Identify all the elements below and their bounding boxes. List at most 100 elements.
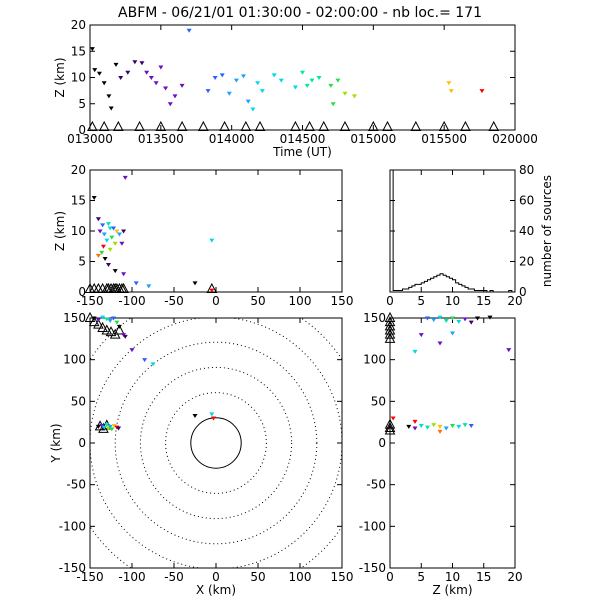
source-point [112,269,118,274]
histogram-bar [440,274,443,292]
ground-marker [384,418,396,429]
ground-marker [105,326,117,337]
source-point [431,423,437,428]
plan-y-tick-label: -100 [59,519,86,533]
ground-marker [114,324,125,335]
source-point [437,341,443,346]
source-point [437,429,443,434]
histogram-x-tick-label: 20 [507,294,522,308]
source-point [506,348,512,353]
source-point [431,318,437,323]
source-point [114,229,120,234]
source-point [330,102,336,107]
source-point [133,281,139,286]
ground-marker [438,120,450,131]
source-point [99,424,105,428]
z-y-x-tick-label: 5 [417,570,425,584]
range-ring [165,392,267,494]
source-point [300,70,305,75]
source-point [278,78,284,83]
plan-y-tick-label: 50 [71,394,86,408]
source-point [104,423,110,428]
x-height-x-tick-label: 50 [250,294,265,308]
time-height-y-tick-label: 20 [71,18,86,32]
source-point [292,85,298,90]
ground-marker [488,120,500,131]
source-point [443,319,449,323]
histogram-bar [437,275,440,292]
range-ring [114,341,318,545]
plan-y-label: Y (km) [49,423,63,463]
source-point [91,316,97,321]
time-height-axes [89,24,516,131]
time-height-y-tick-label: 10 [71,71,86,85]
source-point [210,416,216,421]
x-height-x-tick-label: -50 [164,294,184,308]
z-y-y-tick-label: 150 [363,311,386,325]
source-point [475,316,480,321]
source-point [107,424,113,429]
source-point [92,68,98,73]
source-point [479,89,485,94]
time-axis-label: Time (UT) [272,145,332,159]
source-point [104,317,110,322]
source-point [107,226,113,231]
plan-x-tick-label: -50 [164,570,184,584]
source-point [113,62,119,67]
plan-x-tick-label: 100 [289,570,312,584]
source-point [107,319,113,323]
histogram-bar [431,278,434,292]
source-point [328,83,334,88]
x-height-y-label: Z (km) [53,211,67,251]
histogram-y-tick-label: 40 [519,224,534,238]
range-ring [90,318,342,568]
histogram-y-label: number of sources [540,175,554,287]
ground-marker [460,120,471,131]
x-height-axes [89,169,343,293]
source-point [95,424,101,429]
source-point [186,28,192,33]
x-height-x-tick-label: -150 [76,294,103,308]
ground-marker [304,120,315,131]
source-point [122,334,128,339]
source-point [443,426,449,431]
source-point [106,94,112,99]
source-point [209,288,215,293]
source-point [158,65,164,70]
source-point [89,47,95,52]
histogram-x-tick-label: 0 [386,294,394,308]
x-height-y-tick-label: 0 [78,285,86,299]
ground-marker [318,120,330,131]
source-point [121,229,127,234]
time-axis-tick-label: 015500 [421,132,467,146]
histogram-y-tick-label: 80 [519,163,534,177]
source-point [122,175,128,180]
source-point [309,78,315,83]
source-point [139,61,145,66]
ground-marker [382,120,393,131]
source-point [390,416,396,421]
z-y-y-tick-label: 50 [371,394,386,408]
x-height-x-tick-label: 100 [289,294,312,308]
z-y-y-tick-label: -150 [359,561,386,575]
source-point [456,319,462,324]
source-point [129,348,135,353]
source-point [101,232,107,237]
histogram-y-tick-label: 60 [519,194,534,208]
source-point [116,324,122,329]
ground-marker [134,120,145,131]
source-point [468,320,474,325]
source-point [226,91,232,96]
source-point [114,320,120,325]
z-y-x-tick-label: 20 [507,570,522,584]
z-y-x-label: Z (km) [432,583,472,597]
histogram-axes [389,169,516,293]
time-height-y-tick-label: 15 [71,44,86,58]
source-point [425,316,430,321]
z-y-x-tick-label: 10 [445,570,460,584]
z-y-x-tick-label: 15 [476,570,491,584]
source-point [446,81,452,86]
ground-marker [113,120,124,131]
ground-marker [176,120,188,131]
source-point [456,424,462,429]
